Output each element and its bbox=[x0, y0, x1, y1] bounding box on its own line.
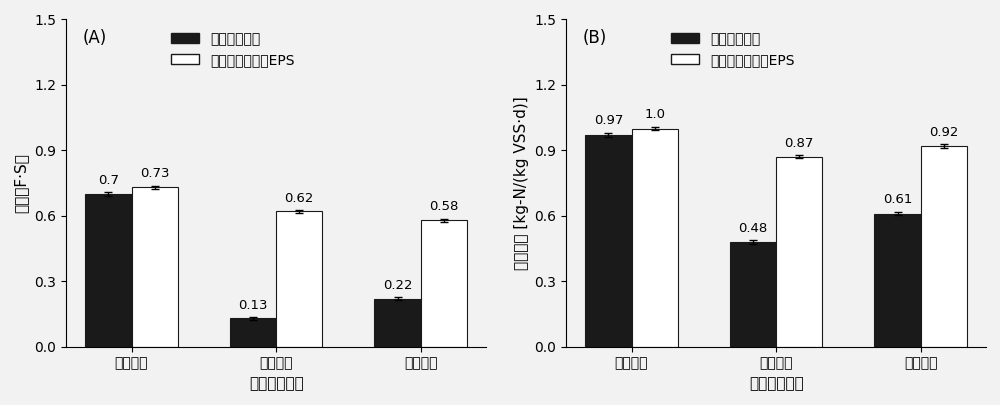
Bar bbox=[132, 188, 178, 347]
Text: 0.61: 0.61 bbox=[883, 194, 912, 207]
Bar bbox=[874, 214, 921, 347]
Bar bbox=[632, 128, 678, 347]
Text: 0.92: 0.92 bbox=[929, 126, 959, 139]
Y-axis label: 强度（F·S）: 强度（F·S） bbox=[14, 153, 29, 213]
Bar bbox=[276, 211, 322, 347]
Text: 0.62: 0.62 bbox=[285, 192, 314, 205]
Y-axis label: 颗粒活性 [kg-N/(kg VSS·d)]: 颗粒活性 [kg-N/(kg VSS·d)] bbox=[514, 96, 529, 270]
X-axis label: 不同运行阶段: 不同运行阶段 bbox=[249, 376, 304, 391]
Bar bbox=[230, 318, 276, 347]
X-axis label: 不同运行阶段: 不同运行阶段 bbox=[749, 376, 804, 391]
Bar bbox=[730, 242, 776, 347]
Bar bbox=[421, 220, 467, 347]
Bar bbox=[585, 135, 632, 347]
Text: 0.22: 0.22 bbox=[383, 279, 412, 292]
Bar bbox=[921, 146, 967, 347]
Text: 0.97: 0.97 bbox=[594, 115, 623, 128]
Bar bbox=[776, 157, 822, 347]
Legend: 未添加抑制剂, 添加强化反硝化EPS: 未添加抑制剂, 添加强化反硝化EPS bbox=[165, 26, 300, 72]
Text: (A): (A) bbox=[83, 29, 107, 47]
Text: 0.48: 0.48 bbox=[738, 222, 768, 235]
Text: 0.58: 0.58 bbox=[429, 200, 459, 213]
Text: 0.7: 0.7 bbox=[98, 174, 119, 187]
Text: 0.73: 0.73 bbox=[140, 167, 169, 180]
Bar bbox=[374, 299, 421, 347]
Text: 1.0: 1.0 bbox=[644, 108, 665, 122]
Legend: 未添加抑制剂, 添加强化反硝化EPS: 未添加抑制剂, 添加强化反硝化EPS bbox=[665, 26, 800, 72]
Text: (B): (B) bbox=[583, 29, 607, 47]
Text: 0.13: 0.13 bbox=[238, 299, 268, 312]
Text: 0.87: 0.87 bbox=[785, 137, 814, 150]
Bar bbox=[85, 194, 132, 347]
